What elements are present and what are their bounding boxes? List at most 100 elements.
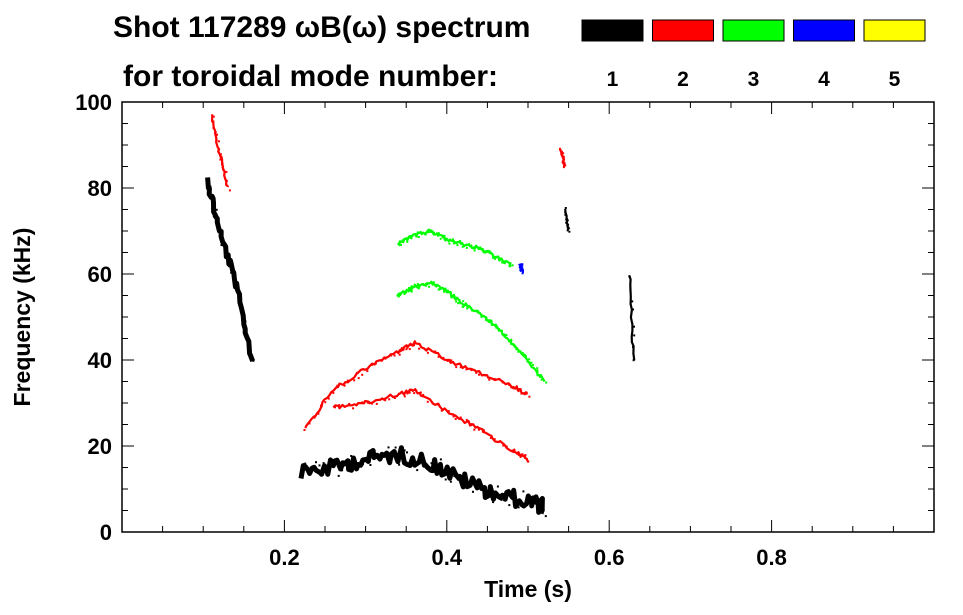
series-1-point <box>565 221 568 224</box>
series-3-point <box>536 367 539 370</box>
series-3-point <box>531 364 534 366</box>
series-1-point <box>568 230 571 233</box>
series-1-point <box>387 446 390 449</box>
series-3-point <box>434 284 437 287</box>
series-2-point <box>398 353 401 356</box>
series-1-point <box>211 205 214 208</box>
series-3-point <box>436 233 439 236</box>
series-2-point <box>446 360 449 362</box>
x-tick-label: 0.8 <box>756 545 787 570</box>
series-2-point <box>388 398 391 401</box>
series-1-point <box>228 265 231 268</box>
series-2-point <box>212 115 215 118</box>
series-3-point <box>486 249 489 252</box>
x-tick-label: 0.2 <box>269 545 300 570</box>
series-3-point <box>524 354 527 357</box>
series-3-point <box>410 290 413 293</box>
series-2-point <box>436 403 439 405</box>
series-1-point <box>304 462 307 465</box>
series-3-point <box>430 229 433 232</box>
series-3-point <box>488 321 491 324</box>
series-2-point <box>477 428 480 431</box>
legend-label-mode-3: 3 <box>748 68 760 91</box>
series-3-point <box>508 340 511 343</box>
series-3-point <box>497 255 500 258</box>
series-1-point <box>540 504 543 507</box>
series-1-point <box>567 226 570 229</box>
series-1-point <box>534 500 536 503</box>
series-1-point <box>209 185 212 188</box>
series-2-point <box>371 363 374 366</box>
series-3-point <box>397 295 400 298</box>
legend-swatch-mode-2 <box>652 19 714 42</box>
series-2-point <box>219 158 222 161</box>
y-axis-label: Frequency (kHz) <box>9 228 35 407</box>
series-2-point <box>525 392 528 395</box>
series-1-point <box>531 496 534 499</box>
series-3-point <box>513 345 516 348</box>
series-3-point <box>405 291 408 294</box>
series-2-point <box>465 368 468 371</box>
series-2-segment-0 <box>210 114 229 188</box>
series-2-point <box>303 429 306 431</box>
series-1-point <box>472 490 474 493</box>
series-3-point <box>468 243 471 246</box>
series-2-point <box>327 397 330 400</box>
series-1-point <box>496 485 499 488</box>
series-3-point <box>420 232 423 235</box>
series-3-point <box>406 240 409 243</box>
series-2-point <box>390 354 393 357</box>
series-3-point <box>415 235 418 238</box>
series-2-point <box>452 415 455 418</box>
series-3-point <box>462 300 465 303</box>
series-2-point <box>348 402 351 405</box>
series-2-point <box>502 444 505 447</box>
series-2-point <box>375 402 378 405</box>
series-2-point <box>366 370 369 373</box>
series-3-point <box>411 234 414 237</box>
series-1-point <box>222 242 225 245</box>
series-2-point <box>352 407 355 410</box>
series-1-point <box>369 464 372 466</box>
series-3-point <box>432 282 435 285</box>
series-3-point <box>503 333 506 336</box>
series-3-point <box>540 378 543 381</box>
series-3-point <box>482 250 485 253</box>
series-1-point <box>234 280 237 283</box>
series-1-point <box>318 464 321 467</box>
series-2-point <box>512 387 515 390</box>
series-2-point <box>475 371 478 374</box>
series-3-point <box>473 246 476 248</box>
series-2-point <box>317 412 320 415</box>
series-2-point <box>434 350 437 353</box>
series-3-point <box>461 306 464 308</box>
series-2-point <box>459 366 462 369</box>
series-2-point <box>324 401 327 404</box>
series-3-point <box>528 358 531 361</box>
series-3-point <box>445 291 448 293</box>
series-1-point <box>492 501 495 504</box>
series-2-point <box>564 164 567 167</box>
series-1-segment-3 <box>628 274 636 361</box>
series-2-point <box>518 388 521 391</box>
series-2-point <box>517 453 520 456</box>
series-3-point <box>450 294 453 296</box>
series-3-point <box>521 352 524 355</box>
series-3-point <box>424 233 427 236</box>
series-2-point <box>379 359 382 362</box>
legend-swatch-mode-1 <box>581 19 644 42</box>
series-2-point <box>527 460 530 463</box>
series-2-point <box>361 373 364 376</box>
series-2-point <box>512 450 515 452</box>
series-1-point <box>403 449 406 452</box>
series-1-point <box>508 504 511 507</box>
legend: 1 2 3 4 5 <box>581 19 926 91</box>
y-tick-label: 0 <box>100 520 112 545</box>
series-1-point <box>364 458 367 461</box>
series-1-point <box>350 455 353 457</box>
series-2-point <box>217 140 220 143</box>
series-2-point <box>402 348 405 351</box>
series-2-point <box>409 343 412 346</box>
series-3-point <box>494 324 497 327</box>
